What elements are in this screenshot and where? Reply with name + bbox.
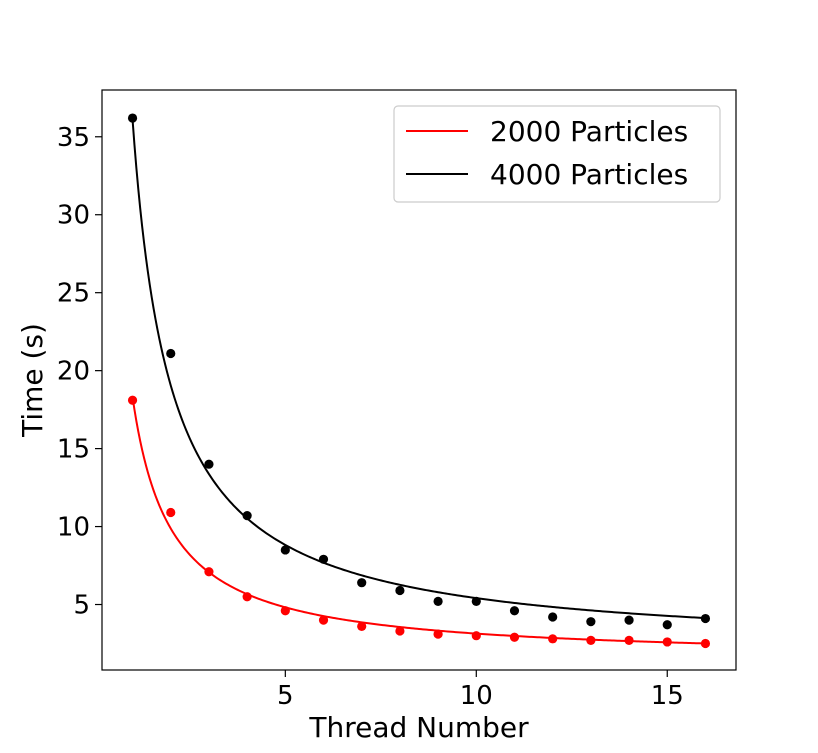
data-point-2000 bbox=[662, 637, 672, 647]
x-tick-label: 5 bbox=[277, 681, 294, 711]
data-point-4000 bbox=[548, 612, 558, 622]
data-point-2000 bbox=[242, 592, 252, 602]
data-point-2000 bbox=[204, 567, 214, 577]
legend: 2000 Particles 4000 Particles bbox=[393, 105, 721, 203]
data-point-2000 bbox=[586, 635, 596, 645]
data-point-4000 bbox=[509, 606, 520, 616]
y-tick-label: 25 bbox=[57, 279, 90, 309]
y-tick-label: 30 bbox=[57, 201, 90, 231]
fit-curves bbox=[131, 119, 706, 645]
legend-label-2000: 2000 Particles bbox=[490, 115, 688, 148]
y-axis-label: Time (s) bbox=[16, 323, 49, 438]
legend-label-4000: 4000 Particles bbox=[490, 158, 688, 191]
y-tick-label: 5 bbox=[73, 591, 90, 621]
fit-curve-2000 bbox=[131, 396, 706, 645]
data-points bbox=[127, 113, 711, 649]
y-tick-label: 35 bbox=[57, 123, 90, 153]
data-point-2000 bbox=[318, 615, 329, 625]
data-point-2000 bbox=[700, 638, 711, 649]
data-point-4000 bbox=[624, 615, 634, 625]
data-point-4000 bbox=[395, 585, 405, 596]
data-point-2000 bbox=[280, 606, 290, 616]
data-point-2000 bbox=[395, 626, 405, 636]
y-tick-label: 20 bbox=[57, 357, 90, 387]
data-point-2000 bbox=[471, 631, 481, 641]
data-point-4000 bbox=[242, 511, 252, 521]
legend-box bbox=[393, 105, 721, 203]
data-point-2000 bbox=[166, 507, 176, 518]
data-point-2000 bbox=[127, 395, 138, 405]
y-tick-label: 10 bbox=[57, 513, 90, 543]
data-point-4000 bbox=[204, 459, 214, 469]
data-point-4000 bbox=[280, 545, 290, 555]
x-axis-ticks: 5 10 15 bbox=[277, 670, 684, 711]
data-point-2000 bbox=[433, 629, 443, 639]
x-axis-label: Thread Number bbox=[308, 711, 529, 744]
y-tick-label: 15 bbox=[57, 435, 90, 465]
data-point-4000 bbox=[586, 617, 596, 627]
data-point-4000 bbox=[471, 596, 481, 606]
data-point-4000 bbox=[662, 620, 672, 630]
y-axis-ticks: 5 10 15 20 25 30 35 bbox=[57, 123, 102, 621]
x-tick-label: 15 bbox=[651, 681, 684, 711]
data-point-2000 bbox=[509, 632, 520, 642]
data-point-2000 bbox=[357, 621, 367, 631]
data-point-4000 bbox=[318, 554, 329, 564]
fit-curve-4000 bbox=[131, 119, 706, 620]
data-point-2000 bbox=[624, 635, 634, 645]
data-point-4000 bbox=[166, 348, 176, 359]
data-point-4000 bbox=[700, 613, 711, 624]
data-point-2000 bbox=[548, 634, 558, 644]
data-point-4000 bbox=[127, 113, 138, 123]
data-point-4000 bbox=[433, 596, 443, 606]
x-tick-label: 10 bbox=[460, 681, 493, 711]
data-point-4000 bbox=[357, 578, 367, 588]
